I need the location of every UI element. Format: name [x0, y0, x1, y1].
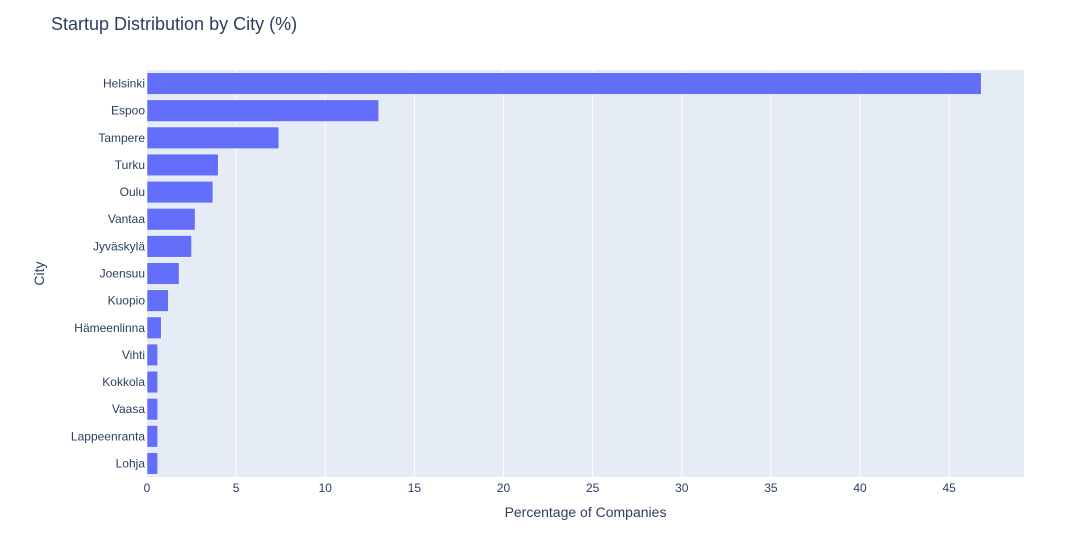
y-tick-label: Vantaa	[108, 212, 145, 226]
y-tick-label: Oulu	[120, 185, 145, 199]
bar-lappeenranta	[146, 425, 158, 448]
x-tick-label: 35	[764, 481, 778, 495]
y-tick-label: Hämeenlinna	[74, 321, 145, 335]
bar-vantaa	[146, 208, 196, 231]
x-tick-label: 10	[319, 481, 333, 495]
bar-turku	[146, 153, 219, 177]
bar-kokkola	[146, 370, 158, 394]
y-tick-label: Lohja	[116, 456, 146, 470]
x-tick-label: 45	[942, 481, 956, 495]
bar-jyväskylä	[146, 235, 192, 258]
x-tick-label: 30	[675, 481, 689, 495]
x-tick-label: 40	[853, 481, 867, 495]
x-tick-label: 15	[408, 481, 422, 495]
y-tick-label: Joensuu	[100, 267, 145, 281]
bars	[146, 72, 982, 475]
y-tick-label: Espoo	[111, 104, 145, 118]
x-tick-label: 20	[497, 481, 511, 495]
y-axis-title: City	[31, 261, 47, 285]
y-tick-label: Turku	[115, 158, 145, 172]
y-tick-label: Kokkola	[102, 375, 145, 389]
y-tick-label: Jyväskylä	[93, 239, 145, 253]
y-tick-labels: Helsinki Espoo Tampere Turku Oulu Vantaa Jyväs…	[71, 77, 145, 471]
y-tick-label: Tampere	[98, 131, 145, 145]
bar-espoo	[146, 99, 379, 122]
bar-tampere	[146, 126, 280, 149]
bar-lohja	[146, 452, 158, 475]
y-tick-label: Helsinki	[103, 77, 145, 91]
y-tick-label: Vaasa	[112, 402, 145, 416]
bar-oulu	[146, 180, 214, 204]
bar-kuopio	[146, 289, 169, 312]
bar-hämeenlinna	[146, 316, 162, 339]
x-tick-label: 5	[233, 481, 240, 495]
bar-vihti	[146, 343, 158, 367]
bar-joensuu	[146, 262, 180, 285]
x-tick-labels: 0 5 10 15 20 25 30 35 40 45	[144, 481, 956, 495]
y-tick-label: Lappeenranta	[71, 429, 145, 443]
y-tick-label: Vihti	[122, 348, 145, 362]
bar-helsinki	[146, 72, 982, 95]
x-tick-label: 25	[586, 481, 600, 495]
y-tick-label: Kuopio	[108, 294, 146, 308]
plot-area	[147, 70, 1024, 477]
x-axis-title: Percentage of Companies	[505, 504, 667, 520]
x-tick-label: 0	[144, 481, 151, 495]
chart-title: Startup Distribution by City (%)	[51, 14, 297, 34]
bar-vaasa	[146, 398, 158, 421]
